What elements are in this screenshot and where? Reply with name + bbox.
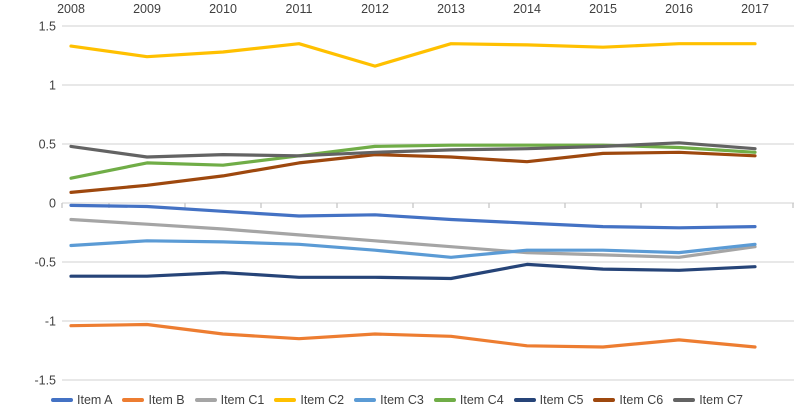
- legend-label-item-a: Item A: [77, 393, 113, 407]
- legend-swatch-item-c4: [433, 398, 456, 402]
- x-tick-label-2009: 2009: [133, 2, 161, 16]
- series-line-item-c5: [69, 262, 757, 281]
- legend-label-item-c7: Item C7: [699, 393, 743, 407]
- x-tick-label-2013: 2013: [437, 2, 465, 16]
- series-line-item-a: [69, 203, 757, 230]
- x-tick-label-2012: 2012: [361, 2, 389, 16]
- legend-item-item-c6: Item C6: [593, 393, 663, 407]
- legend-swatch-item-b: [122, 398, 145, 402]
- series-line-item-c3: [69, 239, 757, 259]
- legend-item-item-a: Item A: [51, 393, 112, 407]
- y-tick-label-1: 1: [49, 79, 56, 93]
- legend-item-item-c3: Item C3: [354, 393, 424, 407]
- y-tick-label-1.5: 1.5: [39, 20, 56, 34]
- legend-swatch-item-c1: [194, 398, 217, 402]
- legend-swatch-item-c7: [673, 398, 696, 402]
- legend-item-item-b: Item B: [122, 393, 185, 407]
- series-line-item-c1: [69, 217, 757, 259]
- x-tick-label-2016: 2016: [665, 2, 693, 16]
- legend-item-item-c2: Item C2: [274, 393, 344, 407]
- legend-label-item-c5: Item C5: [539, 393, 584, 407]
- y-tick-label--1.5: -1.5: [34, 374, 56, 388]
- series-line-item-c6: [69, 150, 757, 194]
- x-tick-label-2014: 2014: [513, 2, 541, 16]
- legend-label-item-c3: Item C3: [380, 393, 424, 407]
- legend-label-item-b: Item B: [148, 393, 185, 407]
- legend-label-item-c6: Item C6: [619, 393, 664, 407]
- y-tick-label--1: -1: [45, 315, 56, 329]
- legend-item-item-c5: Item C5: [513, 393, 584, 407]
- legend-item-item-c1: Item C1: [194, 393, 265, 407]
- legend-swatch-item-a: [51, 398, 74, 402]
- y-tick-label--0.5: -0.5: [34, 256, 56, 270]
- chart-legend: Item A Item B Item C1 Item C2 Item C3 Item C4…: [0, 393, 794, 407]
- legend-swatch-item-c2: [274, 398, 297, 402]
- series-line-item-b: [69, 322, 757, 349]
- y-tick-label-0: 0: [49, 197, 56, 211]
- legend-label-item-c1: Item C1: [220, 393, 265, 407]
- legend-label-item-c2: Item C2: [300, 393, 345, 407]
- legend-swatch-item-c5: [513, 398, 536, 402]
- legend-swatch-item-c3: [354, 398, 377, 402]
- x-tick-label-2011: 2011: [286, 2, 313, 16]
- legend-label-item-c4: Item C4: [459, 393, 504, 407]
- series-line-item-c2: [69, 42, 757, 68]
- x-tick-label-2010: 2010: [209, 2, 237, 16]
- x-tick-label-2015: 2015: [589, 2, 617, 16]
- series-line-item-c7: [69, 141, 757, 159]
- legend-item-item-c7: Item C7: [673, 393, 743, 407]
- x-tick-label-2008: 2008: [57, 2, 85, 16]
- legend-swatch-item-c6: [593, 398, 616, 402]
- x-tick-label-2017: 2017: [741, 2, 769, 16]
- y-tick-label-0.5: 0.5: [39, 138, 56, 152]
- series-line-item-c4: [69, 143, 757, 180]
- legend-item-item-c4: Item C4: [433, 393, 504, 407]
